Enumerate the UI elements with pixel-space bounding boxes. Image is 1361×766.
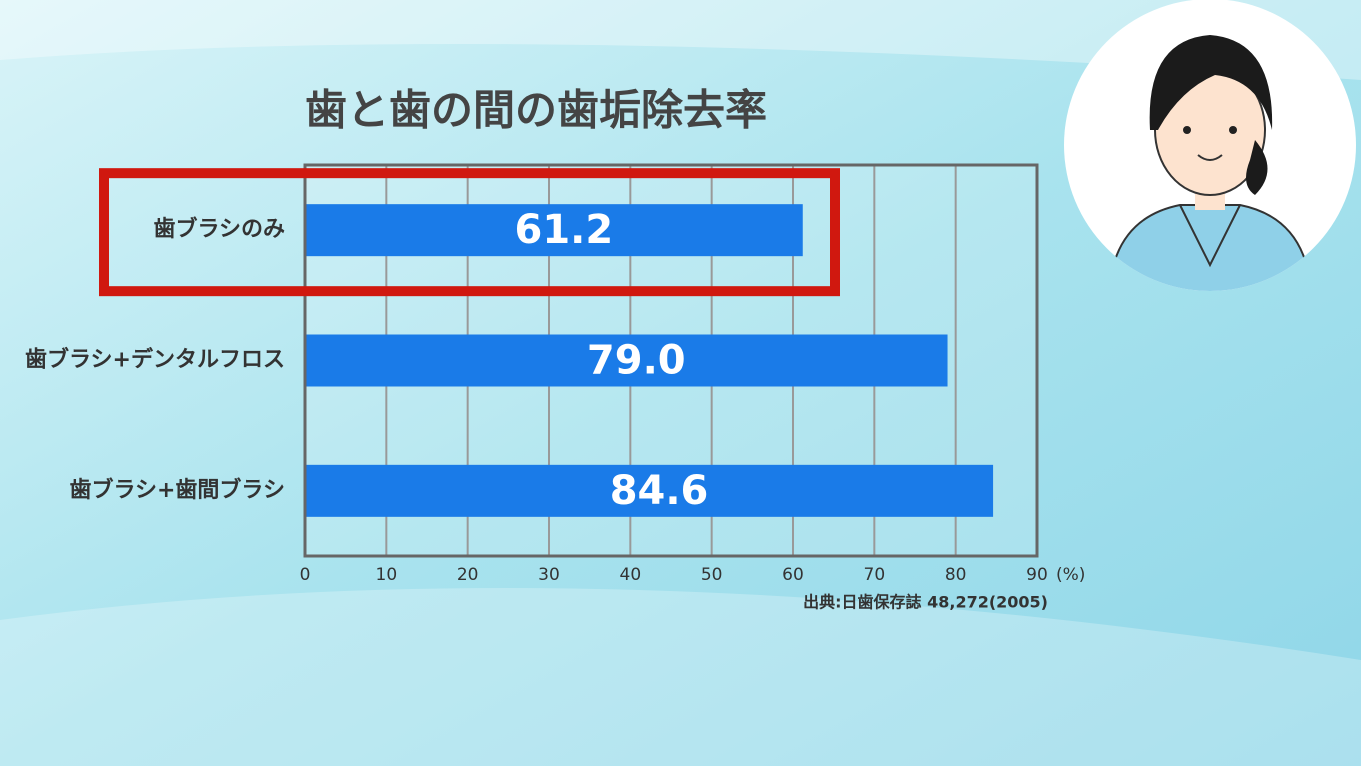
x-tick-label: 10 (376, 565, 398, 585)
x-tick-label: 0 (300, 565, 311, 585)
plot-border (303, 163, 1039, 558)
background-wave (0, 0, 1361, 80)
bar (305, 334, 948, 387)
y-tick-label: 歯ブラシのみ (153, 216, 285, 242)
x-tick-label: 30 (538, 565, 560, 585)
x-tick-label: 40 (620, 565, 642, 585)
highlight-box (99, 168, 840, 297)
bar (305, 204, 803, 257)
bar (305, 464, 994, 517)
x-tick-label: 20 (457, 565, 479, 585)
value-label: 79.0 (587, 338, 686, 384)
value-label: 61.2 (515, 207, 614, 253)
source-note: 出典:日歯保存誌 48,272(2005) (803, 593, 1048, 612)
x-tick-label: 80 (945, 565, 967, 585)
y-tick-label: 歯ブラシ+デンタルフロス (25, 347, 285, 373)
background-wave (0, 588, 1361, 766)
x-tick-label: 70 (864, 565, 886, 585)
x-tick-label: 90 (1026, 565, 1048, 585)
y-tick-label: 歯ブラシ+歯間ブラシ (69, 477, 285, 503)
avatar (1064, 0, 1356, 291)
value-label: 84.6 (610, 468, 709, 514)
chart-title: 歯と歯の間の歯垢除去率 (305, 86, 767, 135)
x-tick-label: 50 (701, 565, 723, 585)
x-axis-label: (%) (1056, 565, 1085, 585)
x-tick-label: 60 (782, 565, 804, 585)
